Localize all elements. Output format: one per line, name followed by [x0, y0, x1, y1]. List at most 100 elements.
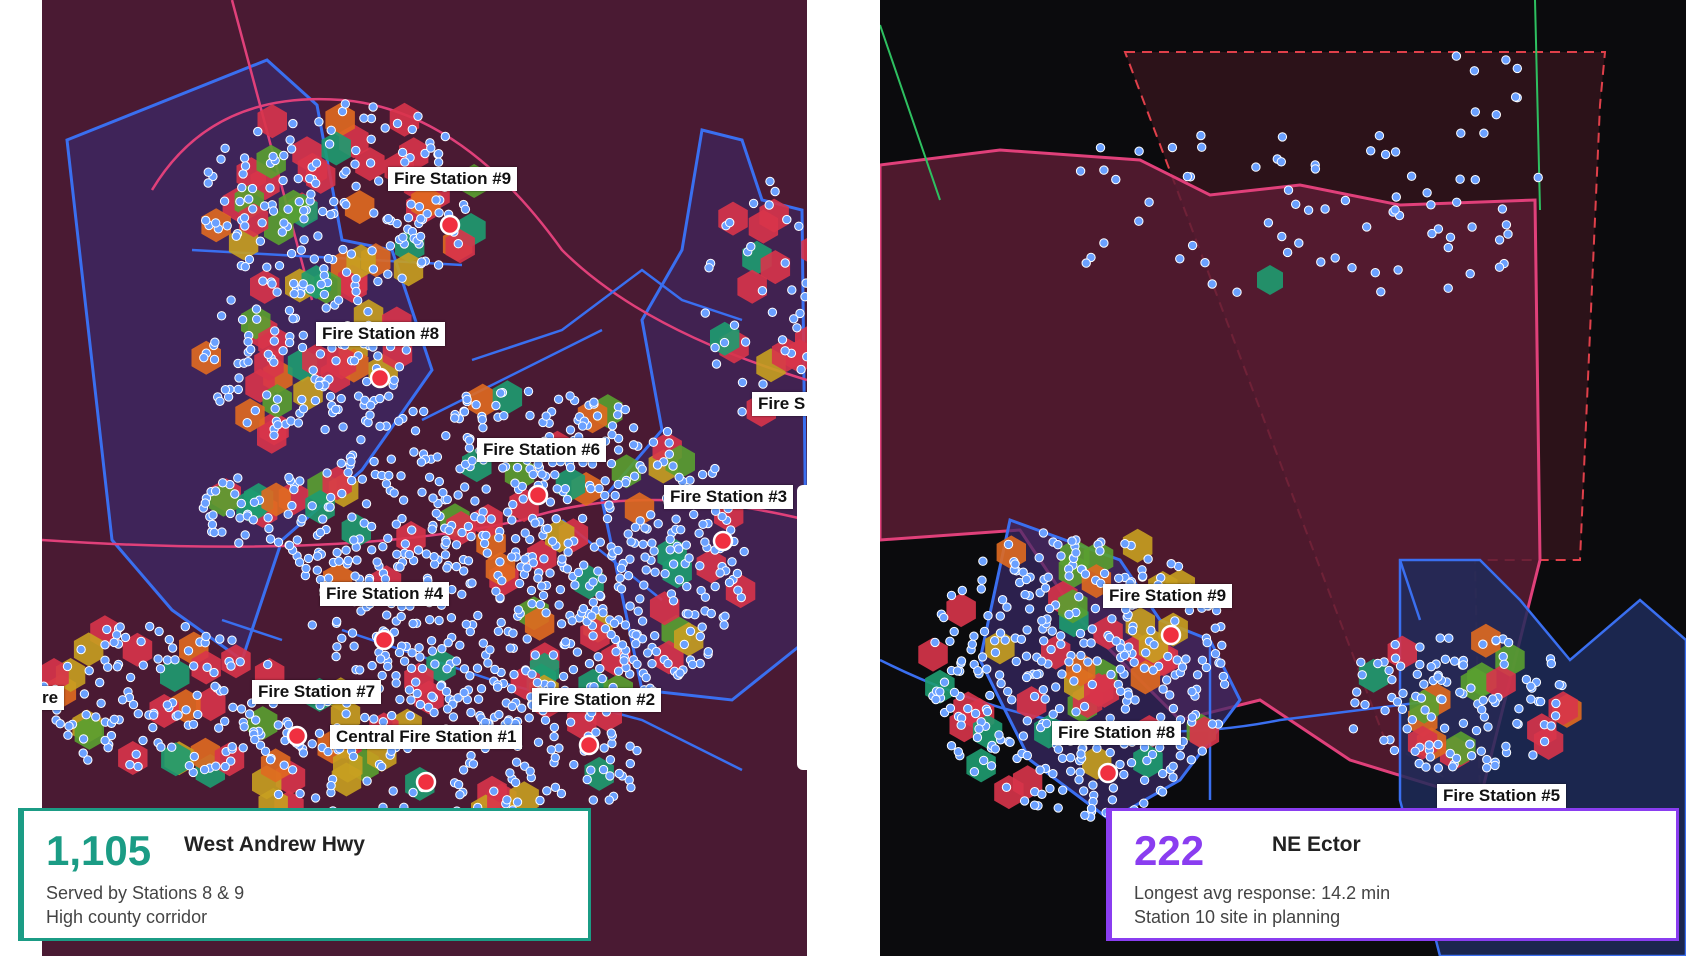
incident-dot	[331, 651, 341, 662]
incident-dot	[780, 258, 790, 268]
incident-dot	[577, 513, 588, 524]
incident-dot	[990, 744, 1001, 754]
incident-dot	[1139, 798, 1149, 808]
incident-dot	[1550, 711, 1561, 721]
label-fire-station-8[interactable]: Fire Station #8	[316, 322, 446, 346]
incident-dot	[270, 404, 280, 414]
incident-dot	[609, 618, 620, 628]
incident-dot	[325, 391, 336, 402]
incident-dot	[733, 585, 743, 595]
incident-dot	[485, 645, 495, 655]
incident-dot	[620, 404, 630, 415]
incident-dot	[525, 534, 535, 545]
incident-dot	[421, 549, 432, 559]
label-fire-station-3[interactable]: Fire Station #3	[664, 485, 794, 509]
incident-dot	[459, 687, 469, 698]
incident-dot	[611, 647, 621, 657]
incident-dot	[385, 241, 396, 251]
incident-dot	[674, 472, 684, 482]
incident-dot	[522, 563, 532, 573]
label-fire-station-6[interactable]: Fire Station #6	[477, 438, 607, 462]
incident-dot	[1433, 763, 1443, 773]
incident-dot	[203, 178, 213, 188]
incident-dot	[697, 469, 708, 480]
incident-dot	[234, 538, 244, 548]
incident-dot	[102, 662, 113, 672]
hexbin-cell	[1122, 528, 1153, 563]
label-fire-station-4[interactable]: Fire Station #4	[320, 582, 450, 606]
label-partial-re[interactable]: re	[42, 686, 65, 710]
incident-dot	[287, 765, 298, 775]
incident-dot	[368, 264, 379, 274]
incident-dot	[729, 320, 740, 330]
label-fire-station-9[interactable]: Fire Station #9	[1103, 584, 1233, 608]
incident-dot	[599, 743, 609, 753]
incident-dot	[235, 196, 245, 207]
label-fire-station-partial[interactable]: Fire S	[752, 392, 807, 416]
incident-dot	[482, 548, 492, 558]
incident-dot	[416, 457, 427, 467]
label-fire-station-7[interactable]: Fire Station #7	[252, 680, 382, 704]
incident-dot	[78, 748, 88, 758]
incident-dot	[513, 605, 524, 615]
incident-dot	[584, 658, 595, 669]
incident-dot	[120, 632, 131, 643]
label-fire-station-5[interactable]: Fire Station #5	[1437, 784, 1567, 808]
incident-dot	[353, 295, 363, 306]
incident-dot	[710, 463, 720, 474]
incident-dot	[939, 677, 950, 687]
incident-dot	[1134, 146, 1144, 156]
incident-dot	[279, 218, 289, 228]
incident-dot	[586, 483, 596, 494]
incident-dot	[700, 308, 710, 318]
incident-dot	[625, 601, 635, 611]
incident-dot	[387, 710, 397, 721]
incident-dot	[422, 209, 432, 219]
incident-dot	[478, 638, 488, 648]
incident-dot	[269, 336, 280, 346]
incident-dot	[1202, 637, 1212, 648]
incident-dot	[382, 610, 392, 620]
incident-dot	[427, 691, 437, 701]
incident-dot	[497, 576, 507, 586]
incident-dot	[250, 734, 260, 745]
incident-dot	[1294, 238, 1304, 248]
incident-dot	[1141, 648, 1151, 658]
incident-dot	[963, 703, 973, 714]
incident-dots	[928, 51, 1567, 822]
incident-dot	[512, 797, 523, 807]
incident-dot	[640, 523, 650, 533]
incident-dot	[508, 628, 518, 638]
incident-dot	[242, 418, 252, 428]
incident-dot	[323, 253, 334, 264]
label-fire-station-9[interactable]: Fire Station #9	[388, 167, 518, 191]
incident-dot	[268, 206, 279, 216]
incident-dot	[1035, 765, 1045, 775]
label-fire-station-2[interactable]: Fire Station #2	[532, 688, 662, 712]
panel-edge	[797, 485, 809, 770]
label-central-fire-station-1[interactable]: Central Fire Station #1	[330, 725, 523, 749]
incident-dot	[746, 241, 756, 252]
incident-dot	[972, 732, 983, 743]
incident-dot	[236, 704, 247, 714]
incident-dot	[1066, 766, 1076, 776]
incident-dot	[243, 337, 253, 347]
incident-dot	[341, 166, 351, 176]
incident-dot	[200, 498, 211, 508]
incident-dot	[453, 693, 463, 703]
incident-dot	[720, 611, 730, 621]
label-fire-station-8[interactable]: Fire Station #8	[1052, 721, 1182, 745]
station-marker	[286, 725, 308, 747]
incident-dot	[640, 552, 650, 562]
incident-dot	[545, 497, 556, 507]
incident-dot	[343, 467, 353, 478]
incident-dot	[251, 304, 262, 314]
map-left[interactable]: Fire Station #9 Fire Station #8 Fire Sta…	[42, 0, 807, 956]
incident-dot	[298, 279, 308, 289]
incident-dot	[1362, 222, 1372, 232]
incident-dot	[338, 422, 348, 432]
incident-dot	[626, 537, 636, 547]
incident-dot	[288, 314, 298, 324]
incident-dot	[560, 484, 570, 494]
incident-dot	[1032, 669, 1042, 680]
